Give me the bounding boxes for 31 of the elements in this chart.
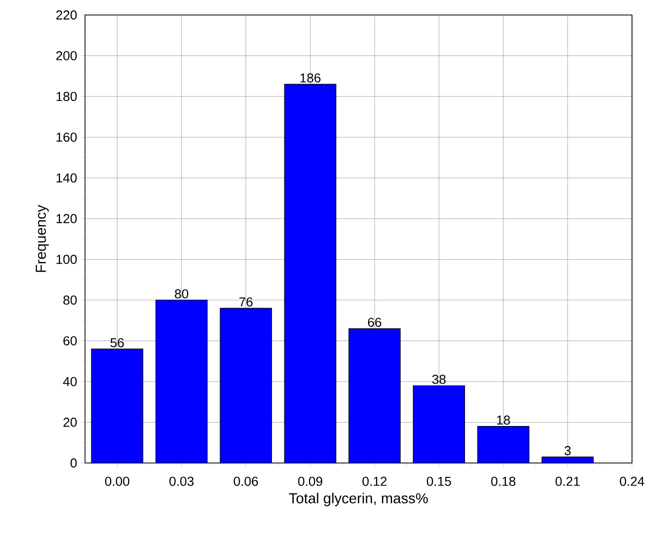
data-label: 186 bbox=[300, 73, 320, 83]
y-tick-label: 100 bbox=[56, 254, 77, 264]
x-tick-label: 0.12 bbox=[362, 476, 387, 486]
y-axis-title: Frequency bbox=[36, 204, 49, 272]
y-tick-label: 60 bbox=[63, 336, 77, 346]
data-label: 56 bbox=[110, 338, 124, 348]
data-label: 76 bbox=[239, 297, 253, 307]
x-tick-label: 0.06 bbox=[234, 476, 258, 486]
data-label: 38 bbox=[432, 374, 446, 384]
y-tick-label: 20 bbox=[63, 418, 77, 427]
x-tick-label: 0.18 bbox=[491, 476, 516, 486]
y-tick-label: 80 bbox=[63, 296, 77, 305]
y-tick-label: 200 bbox=[56, 51, 77, 60]
data-label: 18 bbox=[497, 415, 510, 425]
data-label: 3 bbox=[564, 446, 571, 456]
x-tick-label: 0.24 bbox=[620, 476, 644, 486]
x-tick-label: 0.00 bbox=[105, 476, 130, 486]
y-tick-label: 0 bbox=[70, 458, 77, 468]
x-tick-label: 0.15 bbox=[426, 476, 451, 486]
y-tick-label: 140 bbox=[56, 173, 77, 182]
y-tick-label: 220 bbox=[56, 10, 77, 20]
x-tick-label: 0.21 bbox=[556, 476, 580, 486]
y-tick-label: 180 bbox=[56, 92, 77, 102]
y-tick-label: 120 bbox=[56, 214, 77, 224]
x-tick-label: 0.09 bbox=[298, 476, 322, 486]
data-label: 80 bbox=[174, 289, 188, 298]
data-label: 66 bbox=[368, 318, 382, 327]
x-tick-label: 0.03 bbox=[169, 476, 194, 486]
y-tick-label: 160 bbox=[56, 132, 77, 142]
y-tick-label: 40 bbox=[63, 376, 77, 386]
x-axis-title: Total glycerin, mass% bbox=[288, 492, 428, 506]
